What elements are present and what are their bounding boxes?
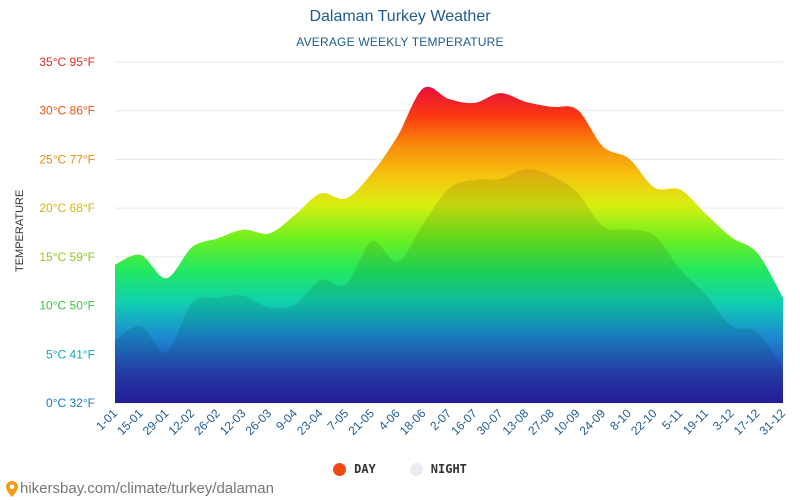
night-temperature-area: [115, 169, 783, 403]
x-tick-label: 21-05: [345, 406, 377, 438]
x-tick-label: 27-08: [525, 406, 557, 438]
chart-title: Dalaman Turkey Weather: [309, 8, 491, 25]
y-tick-label: 5°C 41°F: [46, 347, 95, 361]
y-tick-label: 35°C 95°F: [39, 55, 95, 69]
chart-subtitle: AVERAGE WEEKLY TEMPERATURE: [296, 35, 504, 49]
legend-day-swatch: [333, 462, 347, 476]
y-tick-label: 10°C 50°F: [39, 299, 95, 313]
x-tick-label: 23-04: [294, 406, 326, 438]
x-tick-label: 10-09: [551, 406, 583, 438]
x-tick-label: 22-10: [628, 406, 660, 438]
y-tick-labels: 0°C 32°F 5°C 41°F 10°C 50°F 15°C 59°F 20°C 6…: [39, 55, 95, 410]
night-area-shade: [115, 169, 783, 403]
legend-night-swatch: [409, 462, 423, 476]
x-tick-label: 15-01: [114, 406, 146, 438]
x-tick-label: 31-12: [757, 406, 789, 438]
x-tick-label: 30-07: [474, 406, 506, 438]
legend-item-day[interactable]: DAY: [333, 462, 376, 476]
x-tick-label: 13-08: [500, 406, 532, 438]
x-tick-label: 29-01: [140, 406, 172, 438]
legend: DAY NIGHT: [0, 462, 800, 476]
x-tick-labels: 1-0115-0129-0112-0226-0212-0326-039-0423…: [93, 406, 788, 438]
x-tick-label: 26-02: [191, 406, 223, 438]
x-tick-label: 12-03: [217, 406, 249, 438]
map-pin-icon: [6, 480, 18, 497]
y-tick-label: 15°C 59°F: [39, 250, 95, 264]
y-tick-label: 30°C 86°F: [39, 104, 95, 118]
legend-night-label: NIGHT: [430, 462, 467, 476]
x-tick-label: 24-09: [577, 406, 609, 438]
x-tick-label: 12-02: [166, 406, 198, 438]
y-tick-label: 20°C 68°F: [39, 201, 95, 215]
temperature-chart: 0°C 32°F 5°C 41°F 10°C 50°F 15°C 59°F 20°C 6…: [39, 55, 788, 438]
credit-text: hikersbay.com/climate/turkey/dalaman: [20, 480, 274, 497]
legend-item-night[interactable]: NIGHT: [409, 462, 467, 476]
x-tick-label: 26-03: [243, 406, 275, 438]
x-tick-label: 19-11: [680, 406, 711, 437]
credit-link[interactable]: hikersbay.com/climate/turkey/dalaman: [6, 480, 274, 497]
y-tick-label: 25°C 77°F: [39, 152, 95, 166]
x-tick-label: 16-07: [448, 406, 480, 438]
x-tick-label: 17-12: [731, 406, 763, 438]
y-tick-label: 0°C 32°F: [46, 396, 95, 410]
legend-day-label: DAY: [354, 462, 376, 476]
x-tick-label: 18-06: [397, 406, 429, 438]
